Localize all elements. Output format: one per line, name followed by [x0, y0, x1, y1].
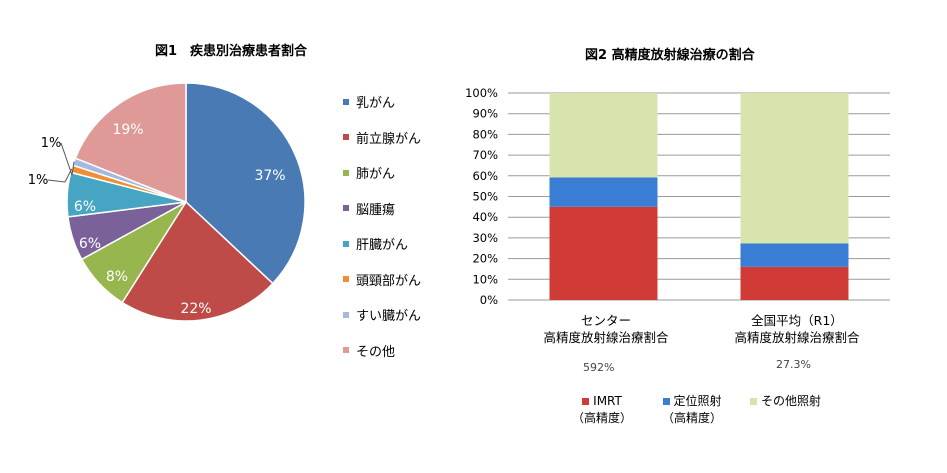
legend-swatch	[662, 398, 670, 405]
y-tick-label: 0%	[480, 293, 498, 307]
legend-swatch	[343, 240, 349, 247]
leader-line	[47, 168, 73, 183]
y-tick-label: 40%	[472, 210, 498, 224]
leader-line	[60, 142, 75, 176]
legend-label: その他	[356, 344, 396, 360]
y-tick-label: 90%	[472, 107, 498, 121]
bar-category-label: 全国平均（R1） 高精度放射線治療割合	[734, 313, 860, 345]
legend-swatch	[343, 98, 349, 105]
stacked-bar-chart: 0% 10% 20% 30% 40% 50% 60% 70% 80% 90% 100%	[465, 86, 890, 307]
legend-swatch	[582, 398, 590, 405]
pie-data-label: 22%	[180, 301, 211, 317]
bar-category-label: センター 高精度放射線治療割合	[543, 313, 669, 345]
pie-legend: 乳がん前立腺がん肺がん脳腫瘍肝臓がん頭頸部がんすい臓がんその他	[343, 84, 421, 368]
pie-data-label: 19%	[112, 122, 143, 138]
legend-label: すい臓がん	[356, 309, 422, 325]
pie-data-label: 6%	[79, 236, 101, 252]
annotation-label: 27.3%	[776, 358, 811, 371]
bar-segment	[740, 93, 849, 244]
pie-slice	[185, 82, 306, 285]
legend-label: 定位照射 （高精度）	[662, 394, 723, 425]
legend-swatch	[343, 169, 349, 176]
legend-swatch	[343, 311, 349, 318]
bar-legend-item-other: その他照射	[750, 376, 821, 410]
legend-swatch	[750, 398, 757, 405]
y-tick-label: 10%	[472, 272, 498, 286]
legend-swatch	[343, 134, 349, 141]
y-tick-label: 30%	[472, 231, 498, 245]
pie-chart-title: 図1 疾患別治療患者割合	[155, 44, 308, 59]
pie-data-label: 8%	[106, 269, 128, 285]
pie-data-label: 6%	[74, 199, 96, 215]
y-tick-label: 70%	[472, 148, 498, 162]
legend-item: その他	[343, 333, 421, 369]
bar-segment	[740, 266, 849, 300]
legend-item: 脳腫瘍	[343, 191, 421, 227]
legend-swatch	[343, 276, 349, 283]
legend-item: 肺がん	[343, 155, 421, 191]
y-tick-label: 80%	[472, 127, 498, 141]
legend-label: 頭頸部がん	[356, 273, 422, 289]
bar-chart-title: 図2 高精度放射線治療の割合	[585, 48, 755, 63]
legend-label: 前立腺がん	[356, 131, 422, 147]
bar-segment	[549, 206, 658, 300]
pie-slice	[74, 82, 187, 204]
y-tick-label: 50%	[472, 190, 498, 204]
pie-chart: 37% 22% 8% 6% 6% 1% 1% 19%	[28, 82, 306, 322]
legend-label: 肝臓がん	[356, 238, 409, 254]
legend-item: 乳がん	[343, 84, 421, 120]
bar-legend-item-imrt: IMRT （高精度）	[572, 376, 632, 427]
bar-segment	[549, 177, 658, 207]
y-tick-label: 100%	[465, 86, 498, 100]
legend-swatch	[343, 205, 349, 212]
legend-item: すい臓がん	[343, 297, 421, 333]
legend-item: 頭頸部がん	[343, 262, 421, 298]
legend-label: 肺がん	[356, 167, 396, 183]
legend-item: 前立腺がん	[343, 120, 421, 156]
legend-label: その他照射	[761, 394, 822, 408]
y-tick-label: 20%	[472, 252, 498, 266]
bar-segment	[740, 243, 849, 267]
legend-item: 肝臓がん	[343, 226, 421, 262]
legend-label: 乳がん	[356, 96, 396, 112]
pie-slice	[121, 200, 274, 322]
annotation-label: 592%	[583, 361, 615, 374]
pie-data-label: 1%	[41, 136, 62, 151]
legend-label: 脳腫瘍	[356, 202, 396, 218]
legend-swatch	[343, 347, 349, 354]
pie-data-label: 37%	[254, 168, 285, 184]
legend-label: IMRT （高精度）	[572, 394, 633, 425]
bar-segment	[549, 93, 658, 178]
bar-legend-item-stereotactic: 定位照射 （高精度）	[662, 376, 722, 427]
pie-data-label: 1%	[28, 173, 49, 188]
y-tick-label: 60%	[472, 169, 498, 183]
